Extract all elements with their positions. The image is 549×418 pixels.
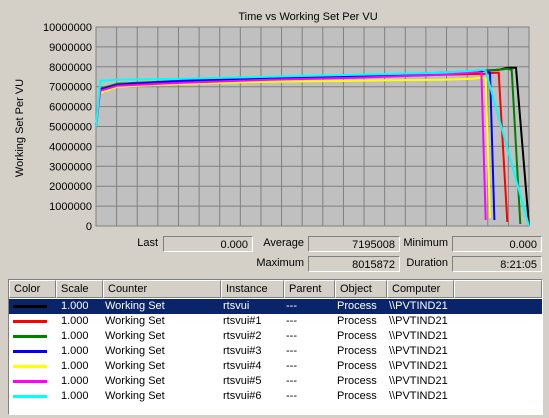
cell-computer: \\PVTIND21: [389, 300, 448, 312]
table-row[interactable]: 1.000 Working Set rtsvui#4 --- Process \\PVTI…: [9, 359, 542, 374]
y-tick-label: 6000000: [49, 102, 92, 114]
cell-counter: Working Set: [105, 345, 165, 357]
cell-object: Process: [337, 300, 377, 312]
series-line-5: [95, 70, 487, 221]
cell-parent: ---: [286, 360, 297, 372]
series-lines: [95, 66, 530, 227]
cell-object: Process: [337, 315, 377, 327]
last-label: Last: [137, 237, 158, 249]
cell-instance: rtsvui#4: [223, 360, 262, 372]
counter-list[interactable]: Color Scale Counter Instance Parent Obje…: [8, 279, 543, 415]
cell-computer: \\PVTIND21: [389, 375, 448, 387]
color-swatch: [13, 335, 47, 338]
col-header-instance[interactable]: Instance: [221, 280, 284, 298]
cell-counter: Working Set: [105, 375, 165, 387]
cell-parent: ---: [286, 300, 297, 312]
maximum-value: 8015872: [308, 256, 400, 272]
chart: Time vs Working Set Per VU Working Set P…: [14, 11, 530, 232]
cell-scale: 1.000: [61, 330, 89, 342]
average-value: 7195008: [308, 236, 400, 252]
col-header-filler: [454, 280, 542, 298]
y-tick-label: 9000000: [49, 42, 92, 54]
cell-counter: Working Set: [105, 330, 165, 342]
color-swatch: [13, 395, 47, 398]
cell-scale: 1.000: [61, 360, 89, 372]
cell-computer: \\PVTIND21: [389, 345, 448, 357]
minimum-label: Minimum: [403, 237, 448, 249]
cell-instance: rtsvui#6: [223, 390, 262, 402]
y-axis-label: Working Set Per VU: [14, 79, 26, 177]
cell-scale: 1.000: [61, 315, 89, 327]
table-row[interactable]: 1.000 Working Set rtsvui#5 --- Process \\PVTI…: [9, 374, 542, 389]
table-row[interactable]: 1.000 Working Set rtsvui#3 --- Process \\PVTI…: [9, 344, 542, 359]
cell-scale: 1.000: [61, 375, 89, 387]
cell-computer: \\PVTIND21: [389, 330, 448, 342]
cell-scale: 1.000: [61, 345, 89, 357]
col-header-object[interactable]: Object: [335, 280, 387, 298]
cell-counter: Working Set: [105, 360, 165, 372]
y-tick-label: 3000000: [49, 161, 92, 173]
color-swatch: [13, 380, 47, 383]
color-swatch: [13, 320, 47, 323]
cell-instance: rtsvui#3: [223, 345, 262, 357]
color-swatch: [13, 350, 47, 353]
y-tick-label: 1000000: [49, 201, 92, 213]
minimum-value: 0.000: [452, 236, 542, 252]
cell-scale: 1.000: [61, 300, 89, 312]
column-header-row: Color Scale Counter Instance Parent Obje…: [9, 280, 542, 298]
maximum-label: Maximum: [256, 257, 304, 269]
y-tick-label: 7000000: [49, 82, 92, 94]
y-tick-label: 5000000: [49, 122, 92, 134]
y-tick-label: 2000000: [49, 181, 92, 193]
col-header-computer[interactable]: Computer: [387, 280, 454, 298]
col-header-color[interactable]: Color: [9, 280, 56, 298]
y-tick-label: 10000000: [43, 22, 92, 34]
cell-parent: ---: [286, 330, 297, 342]
duration-value: 8:21:05: [452, 256, 542, 272]
cell-instance: rtsvui#5: [223, 375, 262, 387]
series-line-6: [95, 68, 530, 227]
stats-panel: Last 0.000 Average 7195008 Minimum 0.000…: [0, 232, 549, 272]
table-row[interactable]: 1.000 Working Set rtsvui#6 --- Process \\PVTI…: [9, 389, 542, 404]
cell-object: Process: [337, 390, 377, 402]
series-line-4: [95, 76, 491, 219]
cell-computer: \\PVTIND21: [389, 390, 448, 402]
y-tick-label: 0: [86, 221, 92, 232]
y-tick-labels: 0 1000000 2000000 3000000 4000000 5000000 6000…: [43, 22, 92, 232]
cell-object: Process: [337, 360, 377, 372]
cell-instance: rtsvui#1: [223, 315, 262, 327]
grid: [96, 26, 529, 227]
table-row[interactable]: 1.000 Working Set rtsvui --- Process \\PVTIND…: [9, 299, 542, 314]
table-row[interactable]: 1.000 Working Set rtsvui#1 --- Process \\PVTI…: [9, 314, 542, 329]
cell-computer: \\PVTIND21: [389, 360, 448, 372]
cell-instance: rtsvui: [223, 300, 250, 312]
cell-parent: ---: [286, 315, 297, 327]
col-header-counter[interactable]: Counter: [103, 280, 221, 298]
y-tick-label: 8000000: [49, 62, 92, 74]
col-header-parent[interactable]: Parent: [284, 280, 335, 298]
table-row[interactable]: 1.000 Working Set rtsvui#2 --- Process \\PVTI…: [9, 329, 542, 344]
cell-object: Process: [337, 375, 377, 387]
cell-counter: Working Set: [105, 300, 165, 312]
y-tick-label: 4000000: [49, 141, 92, 153]
color-swatch: [13, 365, 47, 368]
cell-counter: Working Set: [105, 315, 165, 327]
cell-object: Process: [337, 345, 377, 357]
chart-title: Time vs Working Set Per VU: [238, 11, 377, 23]
duration-label: Duration: [406, 257, 448, 269]
cell-object: Process: [337, 330, 377, 342]
last-value: 0.000: [163, 236, 253, 252]
cell-parent: ---: [286, 345, 297, 357]
cell-parent: ---: [286, 390, 297, 402]
color-swatch: [13, 305, 47, 308]
cell-counter: Working Set: [105, 390, 165, 402]
col-header-scale[interactable]: Scale: [56, 280, 103, 298]
cell-parent: ---: [286, 375, 297, 387]
cell-instance: rtsvui#2: [223, 330, 262, 342]
cell-computer: \\PVTIND21: [389, 315, 448, 327]
cell-scale: 1.000: [61, 390, 89, 402]
average-label: Average: [263, 237, 304, 249]
